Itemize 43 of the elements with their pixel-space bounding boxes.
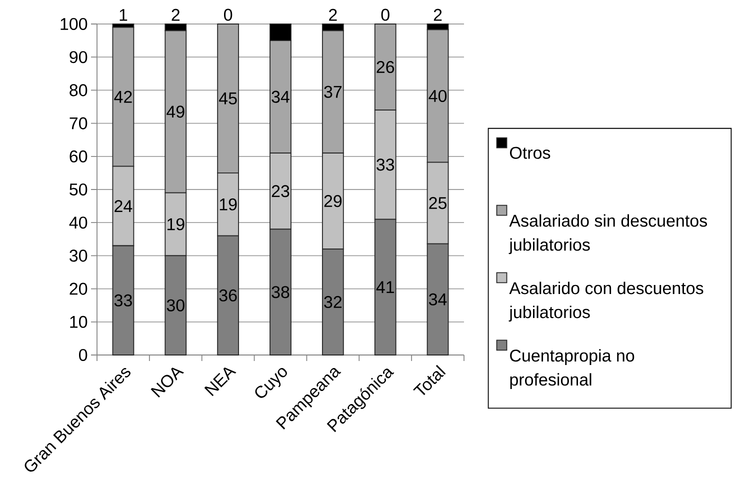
data-label: 34 [428,293,447,306]
legend-label: Otros [510,146,550,159]
data-label: 29 [324,195,342,208]
y-tick-label: 50 [70,183,88,196]
data-label: 45 [219,92,237,104]
data-label: 30 [166,299,184,312]
data-label: 40 [428,90,447,102]
data-label: 0 [224,8,232,21]
data-label: 37 [324,86,342,98]
data-label: 33 [114,294,132,306]
y-tick-label: 40 [69,216,88,229]
data-label: 19 [220,198,237,210]
data-label: 32 [324,296,342,308]
data-label: 26 [376,61,394,74]
data-label: 41 [376,281,394,293]
y-tick-label: 70 [70,117,88,130]
y-tick-label: 80 [70,84,88,96]
data-label: 49 [166,106,184,118]
y-tick-label: 20 [70,282,88,295]
data-label: 34 [272,90,290,103]
data-label: 24 [114,200,132,212]
data-label: 36 [219,289,237,302]
data-label: 42 [114,90,132,103]
data-label: 25 [429,197,447,210]
data-label: 2 [172,8,180,21]
y-tick-label: 100 [60,18,88,30]
data-label: 2 [329,8,337,21]
x-tick-label: NEA [204,367,236,396]
data-label: 23 [272,185,290,198]
legend-label: Cuentapropia no profesional [510,349,634,390]
data-label: 2 [434,8,442,21]
legend-label: Asalarido con descuentos jubilatorios [508,282,704,322]
y-tick-label: 10 [70,316,88,328]
y-tick-label: 30 [70,250,88,262]
data-label: 0 [381,8,390,21]
data-label: 33 [376,158,394,171]
y-tick-label: 0 [79,348,88,362]
legend-label: Asalariado sin descuentos jubilatorios [508,214,707,254]
y-tick-label: 60 [70,150,88,162]
data-label: 1 [120,9,128,21]
data-label: 19 [167,218,184,230]
y-tick-label: 90 [70,51,88,64]
data-label: 38 [272,286,290,298]
